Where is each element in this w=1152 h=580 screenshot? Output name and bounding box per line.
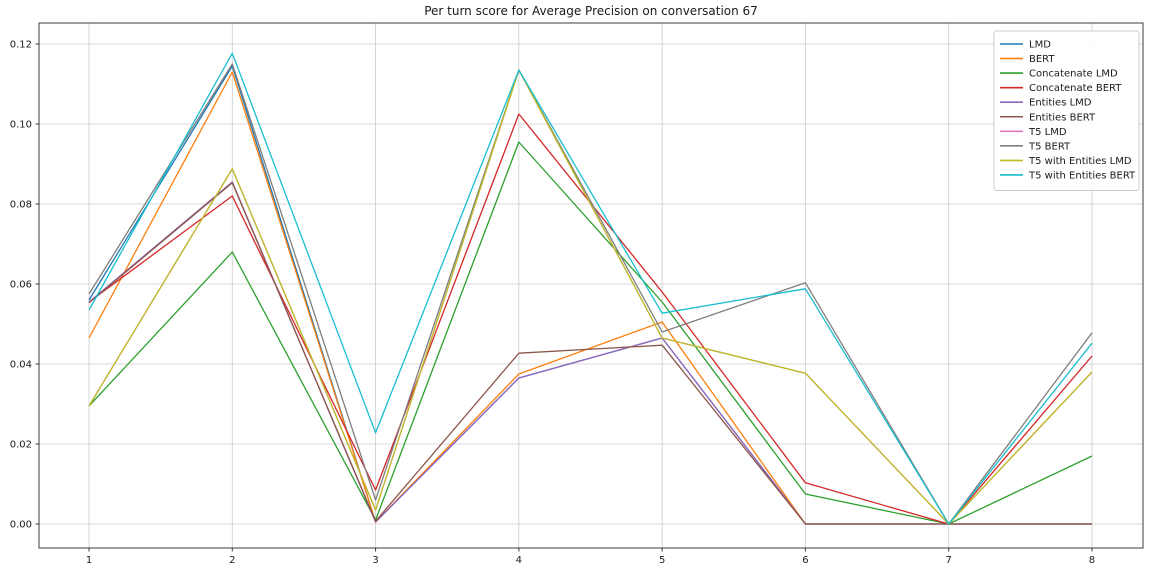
series-line-t5-with-entities-lmd [88, 69, 1093, 525]
legend-box [993, 30, 1140, 191]
series-line-t5-with-entities-bert [88, 52, 1093, 525]
x-tick-label: 8 [1089, 555, 1095, 566]
legend-item-entities-bert: Entities BERT [1000, 112, 1096, 123]
y-tick-label: 0.06 [10, 280, 32, 291]
series-line-concatenate-lmd [88, 141, 1093, 525]
legend-label: LMD [1029, 40, 1051, 51]
series-line-concatenate-bert [88, 113, 1093, 525]
series-line-entities-bert [88, 182, 1092, 525]
legend-label: Entities BERT [1029, 112, 1096, 123]
series-line-t5-bert [88, 63, 1093, 525]
series-lines [88, 52, 1093, 525]
series-line-lmd [88, 65, 1092, 525]
legend-item-entities-lmd: Entities LMD [1000, 98, 1092, 109]
legend-item-concatenate-lmd: Concatenate LMD [1000, 69, 1118, 80]
legend-item-t5-bert: T5 BERT [1000, 141, 1071, 152]
legend-label: Entities LMD [1029, 98, 1092, 109]
legend-item-lmd: LMD [1000, 40, 1051, 51]
legend-label: Concatenate BERT [1029, 83, 1122, 94]
legend-label: T5 BERT [1028, 141, 1071, 152]
axis-ticks: 0.00 0.02 0.04 0.06 0.08 0.10 0.12 1 2 3 4 5 6 7 8 [10, 40, 1095, 567]
legend-label: Concatenate LMD [1029, 69, 1118, 80]
legend-item-bert: BERT [1000, 54, 1055, 65]
y-tick-label: 0.10 [10, 120, 32, 131]
y-tick-label: 0.00 [10, 520, 32, 531]
series-line-entities-lmd [88, 181, 1092, 525]
legend-item-t5-with-entities-bert: T5 with Entities BERT [1000, 170, 1136, 181]
legend-label: T5 with Entities BERT [1028, 170, 1136, 181]
y-tick-label: 0.08 [10, 200, 32, 211]
y-tick-label: 0.02 [10, 440, 32, 451]
legend-label: BERT [1029, 54, 1055, 65]
figure-title: Per turn score for Average Precision on … [424, 4, 758, 18]
legend-item-concatenate-bert: Concatenate BERT [1000, 83, 1122, 94]
x-tick-label: 3 [372, 555, 378, 566]
y-tick-label: 0.04 [10, 360, 32, 371]
series-line-bert [88, 71, 1092, 525]
legend-label: T5 LMD [1028, 127, 1067, 138]
x-tick-label: 6 [802, 555, 808, 566]
x-tick-label: 1 [86, 555, 92, 566]
x-tick-label: 2 [229, 555, 235, 566]
legend-item-t5-with-entities-lmd: T5 with Entities LMD [1000, 156, 1132, 167]
legend-item-t5-lmd: T5 LMD [1000, 127, 1067, 138]
legend-label: T5 with Entities LMD [1028, 156, 1132, 167]
x-tick-label: 4 [516, 555, 522, 566]
x-tick-label: 7 [946, 555, 952, 566]
series-line-t5-lmd [88, 69, 1093, 525]
plot-border [38, 22, 1144, 549]
legend: LMD BERT Concatenate LMD Concatenate BERT En… [993, 30, 1140, 191]
y-tick-label: 0.12 [10, 40, 32, 51]
x-tick-label: 5 [659, 555, 665, 566]
